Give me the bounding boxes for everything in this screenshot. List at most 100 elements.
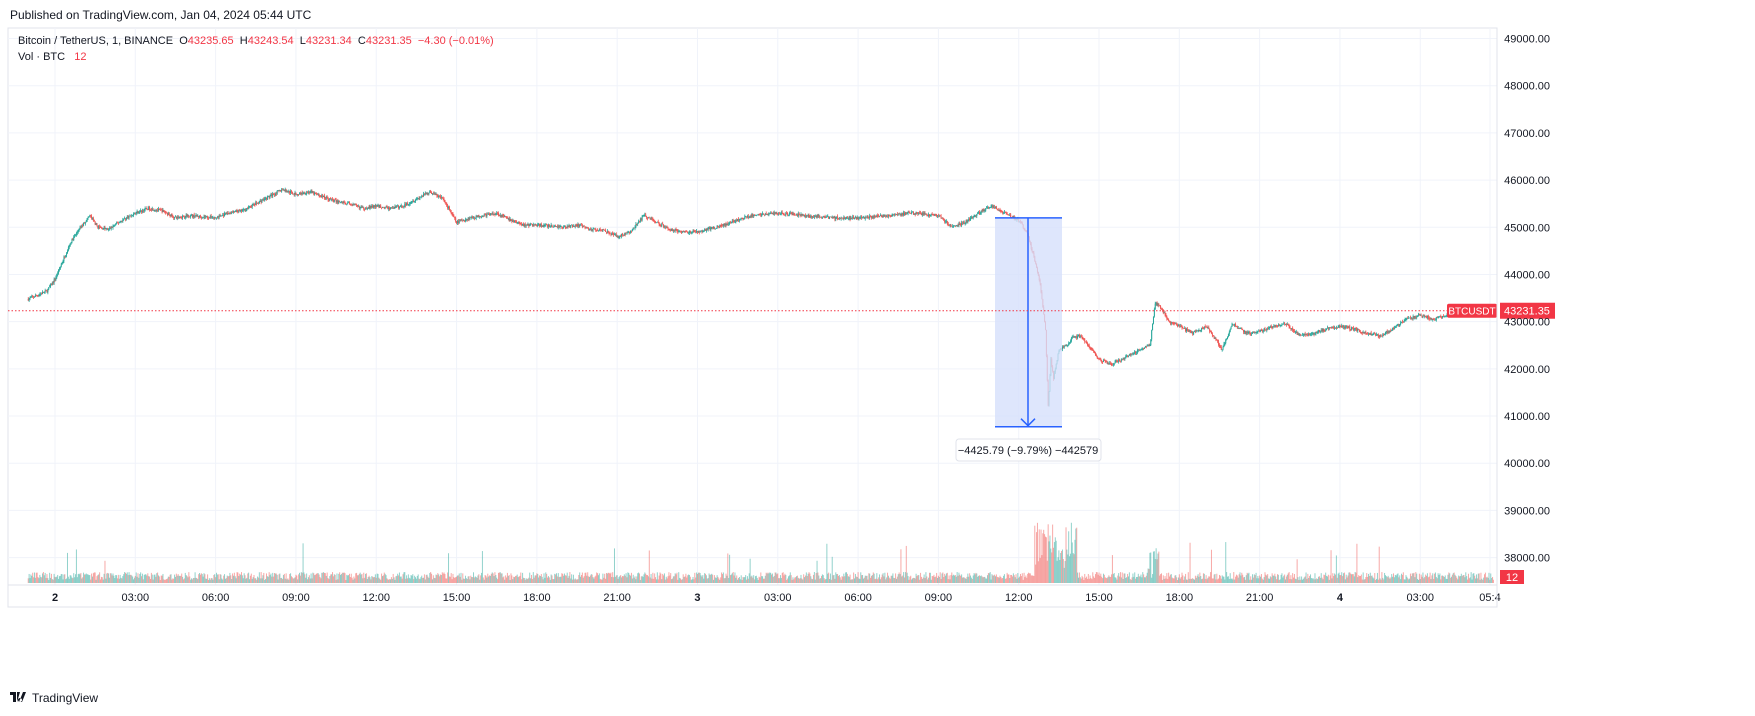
candle-body (1278, 324, 1280, 326)
volume-bar (265, 573, 267, 583)
volume-bar (1187, 572, 1189, 583)
volume-bar (1061, 550, 1063, 583)
candle-body (1399, 324, 1401, 327)
candle-body (1226, 339, 1228, 340)
candle-body (368, 206, 370, 209)
y-tick-label: 46000.00 (1504, 175, 1550, 187)
volume-bar (1301, 579, 1303, 583)
candle-body (1371, 334, 1373, 336)
candle-body (948, 224, 950, 226)
candle-body (763, 213, 765, 215)
volume-bar (240, 572, 242, 583)
volume-bar (1192, 578, 1194, 583)
volume-bar (533, 577, 535, 583)
volume-bar (209, 579, 211, 583)
candle-body (1264, 328, 1266, 330)
candle-body (792, 213, 794, 215)
candle-body (845, 218, 847, 219)
candle-body (464, 219, 466, 222)
candle-body (1351, 327, 1353, 330)
volume-bar (319, 576, 321, 583)
candle-body (993, 206, 995, 208)
candle-body (844, 217, 846, 219)
volume-bar (817, 572, 819, 583)
candle-body (1381, 335, 1383, 337)
candle-body (118, 222, 120, 224)
volume-bar (711, 573, 713, 583)
candle-body (639, 218, 641, 222)
volume-bar (1265, 574, 1267, 583)
candle-body (1417, 314, 1419, 316)
volume-bar (1384, 572, 1386, 583)
candle-body (1387, 331, 1389, 333)
volume-bar (1367, 576, 1369, 583)
volume-bar (1368, 575, 1370, 583)
candle-body (464, 220, 466, 222)
candle-body (981, 210, 983, 212)
candle-body (679, 230, 681, 232)
volume-bar (365, 573, 367, 583)
volume-bar (821, 575, 823, 583)
volume-bar (477, 575, 479, 583)
volume-bar (812, 574, 814, 583)
volume-bar (1343, 572, 1345, 583)
volume-bar (1402, 572, 1404, 583)
volume-bar (584, 572, 586, 583)
volume-bar (491, 572, 493, 583)
candle-body (381, 207, 383, 209)
candle-body (968, 218, 970, 221)
candle-body (489, 213, 491, 216)
volume-bar (787, 578, 789, 583)
candle-body (772, 213, 774, 215)
volume-bar (909, 576, 911, 583)
volume-bar (1365, 577, 1367, 583)
volume-bar (1206, 579, 1208, 583)
volume-bar (641, 575, 643, 583)
volume-bar (249, 579, 251, 583)
candle-body (1099, 358, 1101, 360)
candle-body (632, 227, 634, 230)
volume-bar (1238, 574, 1240, 583)
volume-bar (1010, 574, 1012, 583)
candle-body (921, 213, 923, 216)
candle-body (1413, 316, 1415, 318)
candle-body (924, 212, 926, 215)
candle-body (580, 224, 582, 226)
candle-body (1269, 326, 1271, 327)
candle-body (662, 223, 664, 225)
volume-bar (1174, 575, 1176, 583)
candle-body (236, 210, 238, 212)
candle-body (330, 198, 332, 200)
volume-bar (1127, 576, 1129, 583)
candle-body (221, 215, 223, 217)
candle-body (1239, 328, 1241, 329)
candle-body (62, 261, 64, 263)
volume-bar (482, 577, 484, 583)
candle-body (317, 193, 319, 195)
volume-bar (415, 578, 417, 583)
volume-bar (782, 572, 784, 583)
volume-bar (189, 576, 191, 583)
candle-body (931, 214, 933, 215)
volume-bar (983, 576, 985, 583)
candle-body (1318, 330, 1320, 332)
candle-body (535, 224, 537, 226)
candle-body (65, 255, 67, 258)
candle-body (1152, 323, 1154, 331)
candle-body (791, 213, 793, 215)
volume-bar (1492, 576, 1494, 583)
candle-body (35, 295, 37, 297)
candle-body (377, 204, 379, 206)
volume-bar (1115, 577, 1117, 583)
candle-body (613, 234, 615, 236)
volume-bar (576, 579, 578, 583)
volume-bar (1299, 576, 1301, 583)
volume-bar (647, 575, 649, 583)
candle-body (447, 205, 449, 209)
candle-body (421, 195, 423, 197)
candle-body (1009, 214, 1011, 216)
candle-body (527, 223, 529, 226)
volume-bar (933, 574, 935, 583)
candle-body (547, 224, 549, 227)
